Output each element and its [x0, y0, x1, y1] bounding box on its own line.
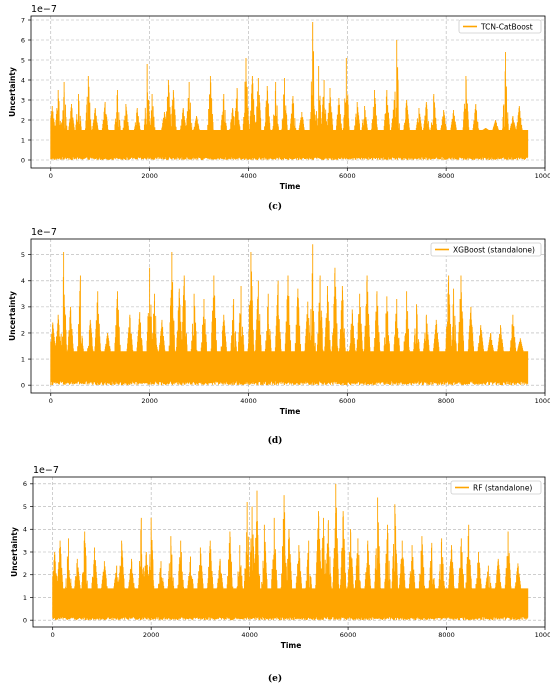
x-tick-label: 4000: [241, 631, 258, 639]
y-tick-label: 4: [23, 526, 27, 534]
y-tick-label: 5: [21, 56, 25, 64]
x-tick-label: 8000: [438, 172, 455, 180]
series-xgboost-standalone-: [50, 244, 529, 386]
y-tick-label: 1: [21, 136, 25, 144]
legend-box: [458, 19, 542, 34]
y-tick-label: 0: [21, 156, 25, 164]
series-tcn-catboost: [50, 22, 529, 161]
x-tick-label: 8000: [438, 397, 455, 405]
x-tick-label: 6000: [339, 172, 356, 180]
y-tick-label: 0: [21, 381, 25, 389]
series-line: [50, 244, 529, 386]
y-tick-label: 5: [23, 503, 27, 511]
y-tick-label: 0: [23, 616, 27, 624]
y-axis-label: Uncertainty: [8, 291, 17, 341]
legend-entry: XGBoost (standalone): [453, 245, 535, 254]
y-axis-label: Uncertainty: [10, 527, 19, 577]
series-rf-standalone-: [52, 483, 529, 621]
x-tick-label: 2000: [143, 631, 160, 639]
y-tick-label: 3: [23, 548, 27, 556]
legend-box: [450, 480, 542, 495]
panel-caption: (c): [268, 201, 282, 212]
x-axis-label: Time: [281, 641, 302, 650]
x-tick-label: 6000: [340, 631, 357, 639]
y-tick-label: 2: [21, 329, 25, 337]
y-tick-label: 1: [23, 594, 27, 602]
axes-frame: [30, 15, 546, 169]
y-axis-label: Uncertainty: [8, 67, 17, 117]
x-axis-label: Time: [280, 182, 301, 191]
y-tick-label: 5: [21, 251, 25, 259]
series-line: [50, 22, 529, 161]
x-tick-label: 0: [49, 172, 53, 180]
legend: TCN-CatBoost: [458, 19, 542, 34]
y-tick-label: 6: [23, 480, 27, 488]
x-tick-label: 0: [51, 631, 55, 639]
x-tick-label: 2000: [141, 172, 158, 180]
y-tick-label: 1: [21, 355, 25, 363]
x-tick-label: 2000: [141, 397, 158, 405]
y-tick-label: 3: [21, 96, 25, 104]
axes-frame: [30, 238, 546, 394]
x-tick-label: 6000: [339, 397, 356, 405]
x-axis-label: Time: [280, 407, 301, 416]
legend: RF (standalone): [450, 480, 542, 495]
series-line: [52, 483, 529, 621]
y-offset-label: 1e−7: [31, 4, 57, 15]
x-tick-label: 8000: [438, 631, 455, 639]
panel-caption: (e): [268, 673, 282, 684]
y-tick-label: 2: [21, 116, 25, 124]
y-tick-label: 6: [21, 36, 25, 44]
legend: XGBoost (standalone): [430, 242, 542, 257]
y-tick-label: 2: [23, 571, 27, 579]
x-tick-label: 4000: [240, 172, 257, 180]
legend-entry: TCN-CatBoost: [480, 22, 533, 31]
y-tick-label: 4: [21, 76, 25, 84]
y-tick-label: 7: [21, 16, 25, 24]
x-tick-label: 4000: [240, 397, 257, 405]
x-tick-label: 0: [49, 397, 53, 405]
legend-box: [430, 242, 542, 257]
legend-entry: RF (standalone): [473, 483, 532, 492]
y-offset-label: 1e−7: [31, 227, 57, 238]
y-offset-label: 1e−7: [33, 465, 59, 476]
panel-caption: (d): [268, 435, 283, 446]
y-tick-label: 3: [21, 303, 25, 311]
y-tick-label: 4: [21, 277, 25, 285]
